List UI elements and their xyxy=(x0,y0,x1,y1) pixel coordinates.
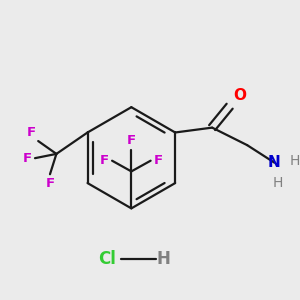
Text: F: F xyxy=(127,134,136,147)
Text: H: H xyxy=(290,154,300,168)
Text: F: F xyxy=(23,152,32,165)
Text: O: O xyxy=(233,88,247,103)
Text: F: F xyxy=(100,154,109,167)
Text: Cl: Cl xyxy=(98,250,116,268)
Text: F: F xyxy=(154,154,163,167)
Text: F: F xyxy=(27,126,36,139)
Text: N: N xyxy=(268,155,281,170)
Text: H: H xyxy=(157,250,170,268)
Text: H: H xyxy=(273,176,284,190)
Text: F: F xyxy=(45,177,55,190)
